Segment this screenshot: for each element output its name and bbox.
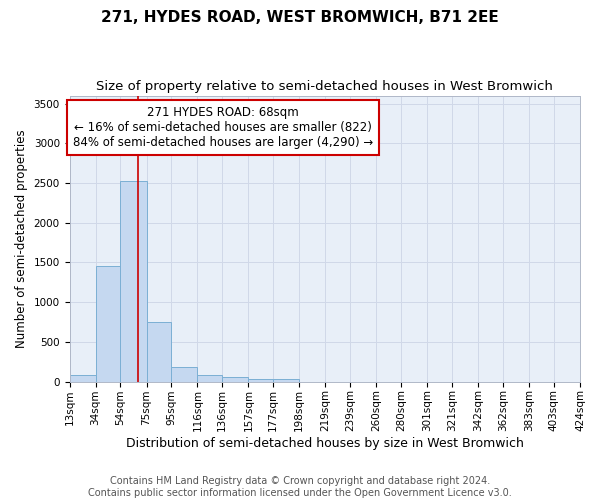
Bar [95, 266, 121, 382]
Bar [273, 380, 299, 382]
Bar [172, 366, 197, 382]
Text: 271 HYDES ROAD: 68sqm
← 16% of semi-detached houses are smaller (822)
84% of sem: 271 HYDES ROAD: 68sqm ← 16% of semi-deta… [73, 106, 373, 149]
Bar [121, 180, 146, 382]
Bar [222, 378, 248, 382]
Y-axis label: Number of semi-detached properties: Number of semi-detached properties [15, 130, 28, 348]
X-axis label: Distribution of semi-detached houses by size in West Bromwich: Distribution of semi-detached houses by … [126, 437, 524, 450]
Bar [197, 375, 222, 382]
Title: Size of property relative to semi-detached houses in West Bromwich: Size of property relative to semi-detach… [97, 80, 553, 93]
Bar [146, 322, 172, 382]
Bar [70, 376, 95, 382]
Bar [248, 379, 273, 382]
Text: Contains HM Land Registry data © Crown copyright and database right 2024.
Contai: Contains HM Land Registry data © Crown c… [88, 476, 512, 498]
Text: 271, HYDES ROAD, WEST BROMWICH, B71 2EE: 271, HYDES ROAD, WEST BROMWICH, B71 2EE [101, 10, 499, 25]
